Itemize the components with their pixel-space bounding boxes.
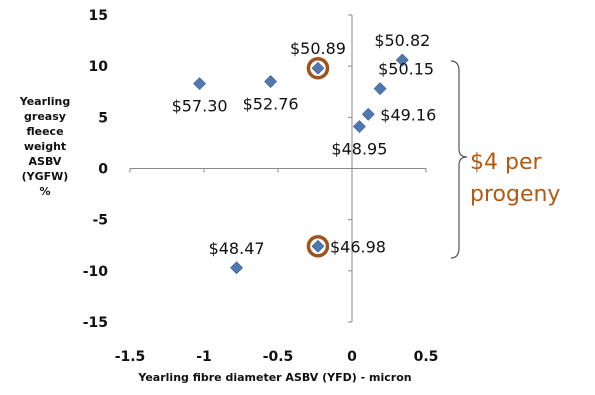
data-label: $49.16 — [380, 105, 436, 124]
x-tick-label: -1 — [196, 349, 212, 365]
highlight-ring — [306, 235, 330, 258]
y-tick-label: 10 — [89, 59, 109, 75]
data-label: $50.15 — [378, 60, 434, 79]
y-axis-label: Yearling greasy fleece weight ASBV (YGFW… — [0, 94, 90, 199]
data-point — [361, 107, 375, 121]
data-point — [311, 61, 325, 75]
y-axis-label-line: (YGFW) — [21, 170, 69, 183]
y-axis-label-line: greasy — [24, 110, 66, 123]
annotation-line-1: $4 per — [470, 150, 542, 175]
data-point — [311, 239, 325, 253]
data-label: $48.95 — [331, 140, 387, 159]
x-tick-label: 0 — [347, 349, 357, 365]
bracket — [450, 60, 468, 259]
x-tick-label: -0.5 — [263, 349, 294, 365]
data-point — [352, 120, 366, 133]
y-axis-label-line: % — [39, 185, 51, 198]
y-tick-label: -10 — [83, 264, 109, 280]
data-point — [395, 53, 409, 67]
x-tick-label: -1.5 — [115, 349, 146, 365]
highlight-ring — [306, 56, 330, 80]
y-tick-label: -15 — [83, 315, 108, 331]
y-axis-label-line: Yearling — [19, 95, 71, 108]
data-label: $48.47 — [209, 239, 265, 258]
y-tick-label: 0 — [98, 162, 108, 178]
data-point — [193, 77, 206, 90]
y-tick-label: -5 — [92, 213, 108, 229]
data-point — [264, 75, 278, 88]
data-label: $50.89 — [290, 39, 346, 58]
data-point — [373, 82, 387, 96]
x-axis-label: Yearling fibre diameter ASBV (YFD) - mic… — [138, 371, 412, 384]
annotation-line-2: progeny — [470, 182, 561, 207]
data-label: $57.30 — [172, 97, 228, 116]
data-point — [230, 261, 243, 275]
y-tick-label: 5 — [98, 110, 108, 126]
data-label: $50.82 — [374, 31, 430, 50]
y-axis-label-line: weight — [23, 140, 67, 153]
y-tick-label: 15 — [89, 8, 108, 24]
data-label: $52.76 — [243, 95, 299, 114]
y-axis-label-line: fleece — [26, 125, 64, 138]
data-label: $46.98 — [330, 237, 386, 256]
y-axis-label-line: ASBV — [28, 155, 62, 168]
x-tick-label: 0.5 — [414, 349, 439, 365]
